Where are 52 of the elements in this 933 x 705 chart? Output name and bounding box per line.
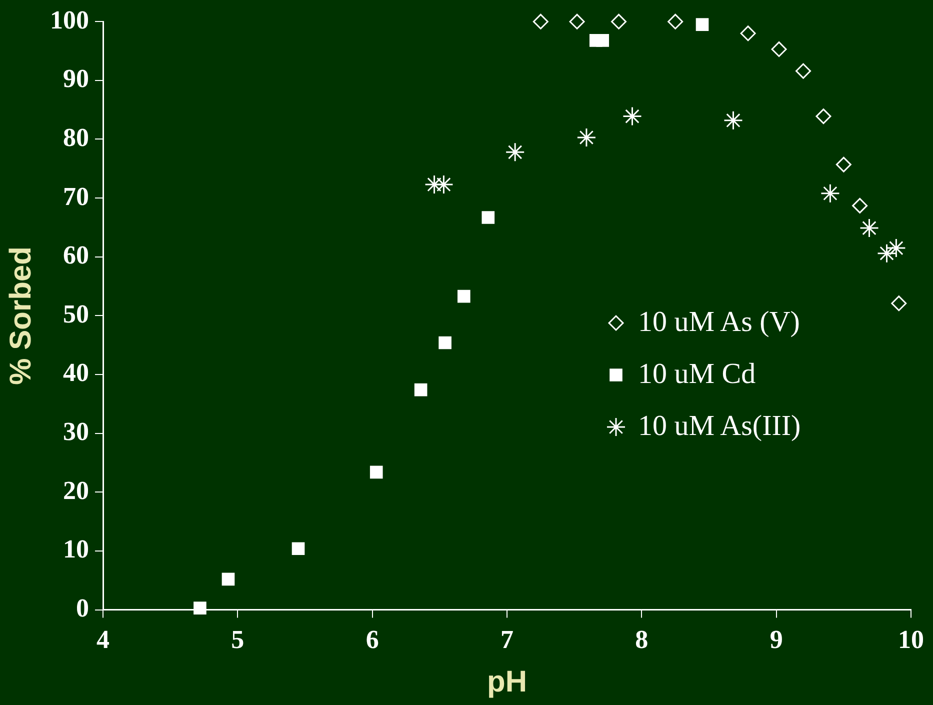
point <box>414 383 428 396</box>
point <box>596 34 610 47</box>
point <box>740 26 756 42</box>
point <box>668 14 684 30</box>
point <box>836 156 852 172</box>
point <box>877 244 897 264</box>
y-tick-label: 70 <box>63 182 89 211</box>
point <box>458 290 470 303</box>
y-tick-label: 80 <box>63 122 89 152</box>
point <box>569 14 585 30</box>
y-tick-label: 20 <box>63 476 89 505</box>
point <box>696 18 709 31</box>
x-tick-label: 8 <box>635 625 648 654</box>
point <box>438 336 452 350</box>
y-tick-label: 0 <box>76 594 89 623</box>
point <box>482 211 495 224</box>
point <box>194 602 206 614</box>
point <box>886 238 906 258</box>
legend-label: 10 uM Cd <box>638 358 756 392</box>
y-tick-label: 10 <box>63 534 89 564</box>
point <box>723 110 743 130</box>
point <box>222 572 235 586</box>
x-tick-label: 4 <box>96 625 110 654</box>
x-tick-label: 5 <box>231 625 244 654</box>
point <box>796 63 812 79</box>
x-tick-label: 7 <box>500 625 514 654</box>
point <box>820 184 840 204</box>
point <box>816 108 832 124</box>
point <box>292 542 305 556</box>
x-tick-label: 6 <box>366 625 379 654</box>
x-tick-label: 9 <box>770 625 783 654</box>
y-tick-label: 40 <box>63 358 89 388</box>
point <box>576 128 596 148</box>
y-tick-label: 100 <box>50 5 89 34</box>
point <box>622 106 642 126</box>
point <box>370 466 383 479</box>
x-axis-title: pH <box>487 665 527 698</box>
point <box>891 296 907 312</box>
y-axis-title: % Sorbed <box>4 246 38 385</box>
legend-label: 10 uM As (V) <box>638 306 800 340</box>
y-tick-label: 60 <box>63 240 89 270</box>
point <box>611 14 627 30</box>
legend-label: 10 uM As(III) <box>638 410 801 444</box>
point <box>852 198 868 214</box>
point <box>771 41 787 57</box>
point <box>860 218 880 238</box>
y-tick-label: 90 <box>63 64 89 94</box>
y-tick-label: 50 <box>63 299 89 328</box>
y-tick-label: 30 <box>63 417 89 446</box>
point <box>505 142 525 162</box>
point <box>532 14 548 30</box>
x-tick-label: 10 <box>898 625 924 654</box>
